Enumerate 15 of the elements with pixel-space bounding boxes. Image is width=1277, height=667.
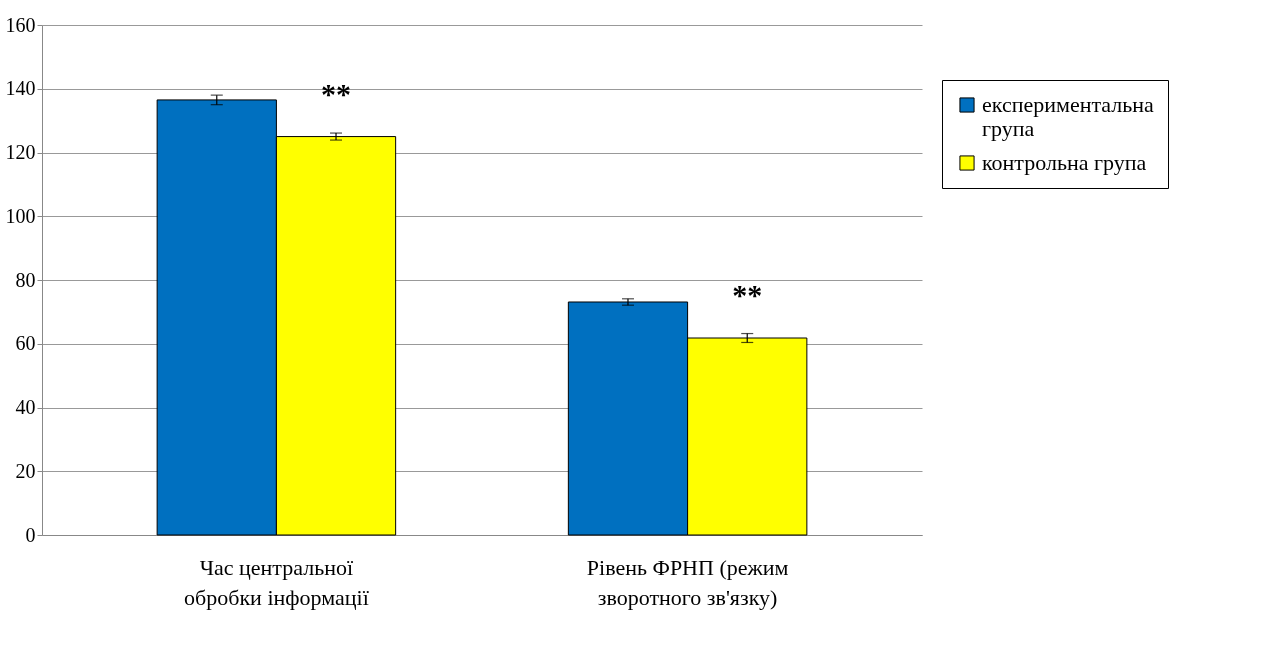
y-tick-label: 140	[5, 77, 36, 100]
legend-label: експериментальна група	[982, 92, 1155, 141]
y-tick-label: 80	[15, 268, 36, 291]
y-tick-label: 100	[5, 204, 36, 227]
x-tick-label: Час центральної обробки інформації	[184, 554, 370, 610]
y-tick-label: 160	[5, 13, 36, 36]
annotation: **	[732, 277, 763, 311]
y-tick-label: 60	[15, 332, 36, 355]
y-tick-label: 120	[5, 141, 36, 163]
annotation: **	[321, 77, 352, 111]
y-tick-label: 20	[15, 459, 36, 482]
y-tick-label: 40	[15, 396, 36, 418]
y-tick-label: 0	[25, 523, 36, 546]
x-tick-label: Рівень ФРНП (режим зворотного зв'язку)	[586, 554, 789, 610]
legend-label: контрольна група	[982, 150, 1147, 175]
